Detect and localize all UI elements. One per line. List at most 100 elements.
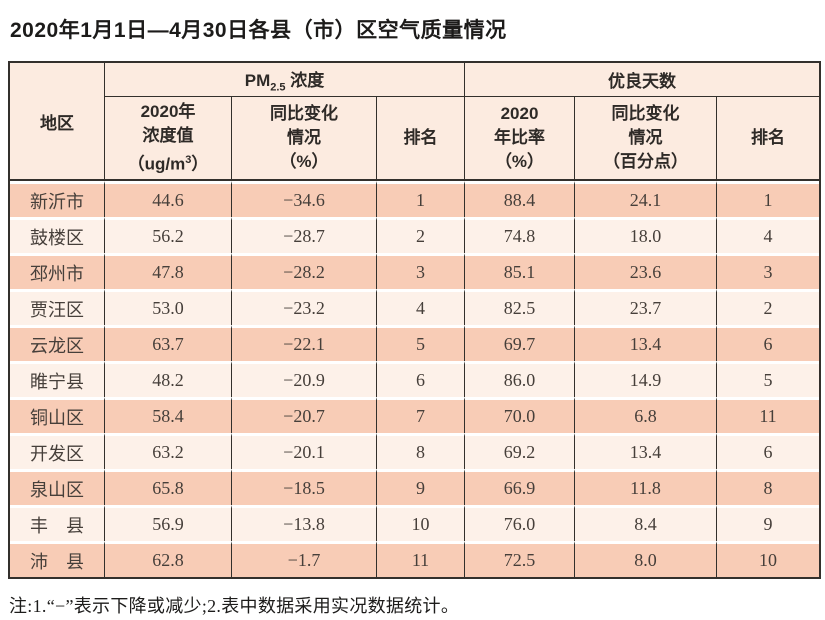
region-cell: 沛 县 (10, 541, 105, 577)
header-line: （%） (494, 152, 545, 171)
table-header: 地区 PM2.5 浓度 优良天数 2020年 浓度值 （ug/m3） 同比变化 … (10, 63, 820, 181)
good-change-cell: 14.9 (575, 361, 717, 397)
pm-value-cell: 47.8 (105, 253, 232, 289)
region-cell: 开发区 (10, 433, 105, 469)
good-change-cell: 8.0 (575, 541, 717, 577)
region-cell: 云龙区 (10, 325, 105, 361)
good-ratio-cell: 86.0 (465, 361, 575, 397)
air-quality-table: 地区 PM2.5 浓度 优良天数 2020年 浓度值 （ug/m3） 同比变化 … (8, 61, 822, 579)
good-change-cell: 13.4 (575, 325, 717, 361)
good-ratio-cell: 76.0 (465, 505, 575, 541)
pm-change-cell: −20.9 (232, 361, 377, 397)
header-pm-value: 2020年 浓度值 （ug/m3） (105, 97, 232, 181)
pm-rank-cell: 2 (377, 217, 465, 253)
pm-value-cell: 56.2 (105, 217, 232, 253)
table-row: 邳州市 47.8 −28.2 3 85.1 23.6 3 (10, 253, 820, 289)
good-rank-cell: 6 (717, 433, 820, 469)
region-cell: 贾汪区 (10, 289, 105, 325)
pm-change-cell: −34.6 (232, 181, 377, 217)
header-line: 同比变化 (270, 104, 338, 123)
good-ratio-cell: 74.8 (465, 217, 575, 253)
good-rank-cell: 5 (717, 361, 820, 397)
header-group-pm25: PM2.5 浓度 (105, 63, 465, 97)
header-good-change: 同比变化 情况 （百分点） (575, 97, 717, 181)
pm-change-cell: −13.8 (232, 505, 377, 541)
header-line: （%） (279, 152, 329, 171)
header-region: 地区 (10, 63, 105, 181)
header-good-ratio: 2020 年比率 （%） (465, 97, 575, 181)
good-change-cell: 18.0 (575, 217, 717, 253)
pm-value-cell: 53.0 (105, 289, 232, 325)
good-change-cell: 8.4 (575, 505, 717, 541)
good-rank-cell: 1 (717, 181, 820, 217)
pm-change-cell: −23.2 (232, 289, 377, 325)
good-ratio-cell: 66.9 (465, 469, 575, 505)
header-line: 年比率 (494, 128, 545, 147)
pm-change-cell: −1.7 (232, 541, 377, 577)
pm-rank-cell: 3 (377, 253, 465, 289)
header-line: 情况 (628, 128, 663, 147)
pm-rank-cell: 6 (377, 361, 465, 397)
good-rank-cell: 9 (717, 505, 820, 541)
good-rank-cell: 6 (717, 325, 820, 361)
good-change-cell: 13.4 (575, 433, 717, 469)
region-cell: 泉山区 (10, 469, 105, 505)
good-ratio-cell: 69.7 (465, 325, 575, 361)
pm-value-cell: 58.4 (105, 397, 232, 433)
good-change-cell: 23.7 (575, 289, 717, 325)
table-body: 新沂市 44.6 −34.6 1 88.4 24.1 1 鼓楼区 56.2 −28.7 2 74.8 1… (10, 181, 820, 577)
pm-rank-cell: 10 (377, 505, 465, 541)
unit-text: ） (191, 154, 209, 174)
pm-rank-cell: 9 (377, 469, 465, 505)
header-good-rank: 排名 (717, 97, 820, 181)
region-cell: 睢宁县 (10, 361, 105, 397)
header-line: 情况 (287, 128, 321, 147)
pm-value-cell: 56.9 (105, 505, 232, 541)
good-rank-cell: 10 (717, 541, 820, 577)
header-line: （ug/m3） (105, 148, 231, 177)
table-row: 贾汪区 53.0 −23.2 4 82.5 23.7 2 (10, 289, 820, 325)
table-row: 开发区 63.2 −20.1 8 69.2 13.4 6 (10, 433, 820, 469)
table-row: 云龙区 63.7 −22.1 5 69.7 13.4 6 (10, 325, 820, 361)
good-change-cell: 6.8 (575, 397, 717, 433)
table-row: 沛 县 62.8 −1.7 11 72.5 8.0 10 (10, 541, 820, 577)
pm-value-cell: 65.8 (105, 469, 232, 505)
good-change-cell: 23.6 (575, 253, 717, 289)
pm-rank-cell: 4 (377, 289, 465, 325)
good-ratio-cell: 69.2 (465, 433, 575, 469)
good-rank-cell: 11 (717, 397, 820, 433)
group-header-row: 地区 PM2.5 浓度 优良天数 (10, 63, 820, 181)
header-line: 2020年 (140, 101, 196, 121)
pm-rank-cell: 5 (377, 325, 465, 361)
header-line: 同比变化 (611, 104, 680, 123)
footnote: 注:1.“−”表示下降或减少;2.表中数据采用实况数据统计。 (9, 596, 460, 616)
pm25-label-subscript: 2.5 (270, 81, 286, 94)
pm-value-cell: 62.8 (105, 541, 232, 577)
unit-superscript: 3 (185, 153, 192, 166)
region-cell: 新沂市 (10, 181, 105, 217)
page-title: 2020年1月1日—4月30日各县（市）区空气质量情况 (10, 19, 507, 42)
pm-value-cell: 44.6 (105, 181, 232, 217)
good-rank-cell: 4 (717, 217, 820, 253)
header-line: 2020 (500, 104, 539, 123)
unit-text: （ug/m (127, 154, 186, 174)
good-change-cell: 24.1 (575, 181, 717, 217)
good-rank-cell: 3 (717, 253, 820, 289)
good-ratio-cell: 88.4 (465, 181, 575, 217)
header-pm-rank: 排名 (377, 97, 465, 181)
table-row: 铜山区 58.4 −20.7 7 70.0 6.8 11 (10, 397, 820, 433)
pm-rank-cell: 7 (377, 397, 465, 433)
good-rank-cell: 2 (717, 289, 820, 325)
region-cell: 铜山区 (10, 397, 105, 433)
table-row: 丰 县 56.9 −13.8 10 76.0 8.4 9 (10, 505, 820, 541)
region-cell: 邳州市 (10, 253, 105, 289)
pm-change-cell: −20.7 (232, 397, 377, 433)
table-row: 泉山区 65.8 −18.5 9 66.9 11.8 8 (10, 469, 820, 505)
good-ratio-cell: 82.5 (465, 289, 575, 325)
region-cell: 鼓楼区 (10, 217, 105, 253)
header-line: （百分点） (603, 152, 688, 171)
pm-value-cell: 48.2 (105, 361, 232, 397)
good-ratio-cell: 70.0 (465, 397, 575, 433)
pm-rank-cell: 11 (377, 541, 465, 577)
